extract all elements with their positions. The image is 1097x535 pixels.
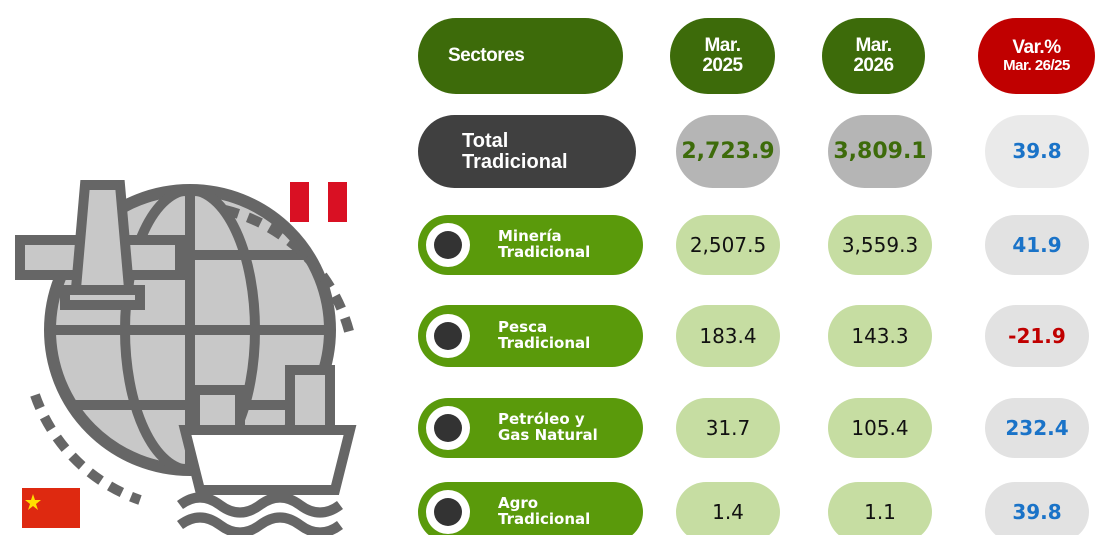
cell-text: 31.7 xyxy=(705,415,751,440)
text-line: Petróleo y xyxy=(498,410,585,429)
trade-illustration xyxy=(15,180,357,535)
icon-glyph xyxy=(434,322,462,350)
value-cell: 183.4 xyxy=(676,305,780,367)
text-line: Mar. xyxy=(704,35,741,57)
text-line: Gas Natural xyxy=(498,426,598,444)
text-line: Mar. 26/25 xyxy=(1003,57,1070,75)
text-line: Mar. xyxy=(855,35,892,57)
value-cell: 2,723.9 xyxy=(676,115,780,188)
variation-cell: 232.4 xyxy=(985,398,1089,458)
text-line: Minería xyxy=(498,227,562,246)
sector-icon xyxy=(426,314,470,358)
column-header: Sectores xyxy=(418,18,623,94)
cell-text: 183.4 xyxy=(699,323,757,348)
icon-glyph xyxy=(434,498,462,526)
icon-glyph xyxy=(434,414,462,442)
flag-china xyxy=(22,488,80,528)
flag-peru xyxy=(290,182,347,222)
text-line: 2026 xyxy=(853,55,894,76)
cell-text: -21.9 xyxy=(1008,323,1066,348)
variation-cell: -21.9 xyxy=(985,305,1089,367)
cell-text: 232.4 xyxy=(1005,415,1069,440)
row-label: Agro Tradicional xyxy=(418,482,643,535)
cell-text: 41.9 xyxy=(1012,232,1062,257)
cell-text: 1.1 xyxy=(864,499,896,524)
text-line: Pesca xyxy=(498,318,548,337)
value-cell: 1.1 xyxy=(828,482,932,535)
cell-text: 2,723.9 xyxy=(681,138,775,164)
sector-icon xyxy=(426,406,470,450)
column-header: Mar. 2025 xyxy=(670,18,775,94)
variation-cell: 39.8 xyxy=(985,115,1089,188)
cell-text: 39.8 xyxy=(1012,139,1062,163)
cell-text: 39.8 xyxy=(1012,499,1062,524)
text-line: Tradicional xyxy=(498,243,591,261)
text-line: Tradicional xyxy=(462,150,568,173)
value-cell: 1.4 xyxy=(676,482,780,535)
value-cell: 143.3 xyxy=(828,305,932,367)
row-label: Petróleo y Gas Natural xyxy=(418,398,643,458)
text-line: Tradicional xyxy=(498,510,591,528)
cell-text: 1.4 xyxy=(712,499,744,524)
column-header: Mar. 2026 xyxy=(822,18,925,94)
text-line: Tradicional xyxy=(498,334,591,352)
row-label: Minería Tradicional xyxy=(418,215,643,275)
cell-text: 105.4 xyxy=(851,415,909,440)
text-line: Total xyxy=(462,129,509,152)
text-line: Sectores xyxy=(448,45,525,67)
sector-icon xyxy=(426,223,470,267)
row-label: Total Tradicional xyxy=(418,115,636,188)
value-cell: 2,507.5 xyxy=(676,215,780,275)
icon-glyph xyxy=(434,231,462,259)
cell-text: 143.3 xyxy=(851,323,909,348)
text-line: Var.% xyxy=(1012,37,1061,59)
text-line: 2025 xyxy=(702,55,743,76)
cell-text: 3,559.3 xyxy=(841,232,919,257)
value-cell: 3,559.3 xyxy=(828,215,932,275)
sector-icon xyxy=(426,490,470,534)
text-line: Agro xyxy=(498,494,539,513)
row-label: Pesca Tradicional xyxy=(418,305,643,367)
variation-cell: 39.8 xyxy=(985,482,1089,535)
column-header: Var.% Mar. 26/25 xyxy=(978,18,1095,94)
value-cell: 3,809.1 xyxy=(828,115,932,188)
variation-cell: 41.9 xyxy=(985,215,1089,275)
cell-text: 2,507.5 xyxy=(689,232,767,257)
value-cell: 105.4 xyxy=(828,398,932,458)
cell-text: 3,809.1 xyxy=(833,138,927,164)
value-cell: 31.7 xyxy=(676,398,780,458)
